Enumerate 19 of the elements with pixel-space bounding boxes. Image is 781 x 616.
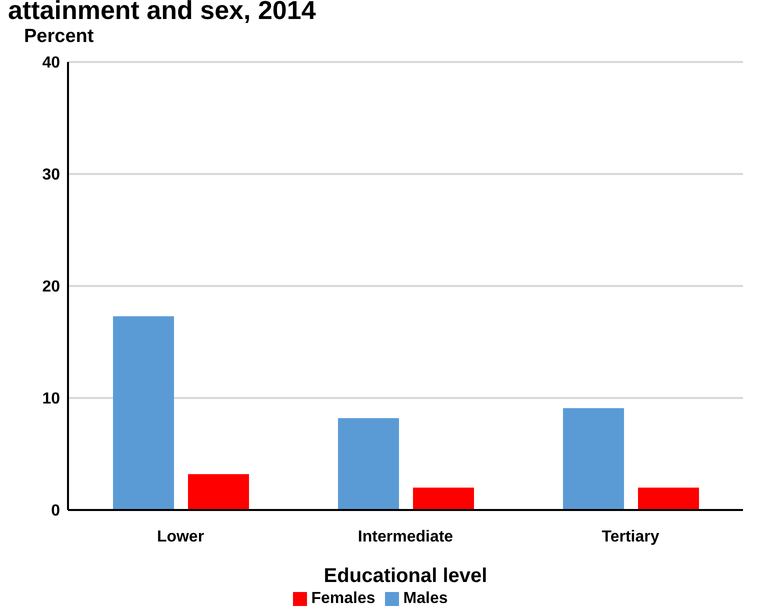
y-tick-label: 40 [42, 54, 60, 72]
bar [188, 474, 249, 510]
y-tick-label: 20 [42, 278, 60, 296]
bar [413, 488, 474, 510]
chart-title: attainment and sex, 2014 [8, 0, 317, 25]
bar [638, 488, 699, 510]
bar [563, 408, 624, 510]
bar [338, 418, 399, 510]
y-tick-label: 10 [42, 390, 60, 408]
x-tick-label: Tertiary [602, 528, 660, 546]
x-tick-label: Lower [156, 528, 204, 546]
y-tick-label: 30 [42, 166, 60, 184]
y-tick-label: 0 [51, 502, 60, 520]
bar [113, 316, 174, 510]
x-axis-title: Educational level [324, 565, 488, 587]
x-tick-label: Intermediate [358, 528, 454, 546]
legend-label: Males [403, 590, 448, 607]
legend-label: Females [311, 590, 376, 607]
y-axis-title: Percent [24, 26, 95, 48]
